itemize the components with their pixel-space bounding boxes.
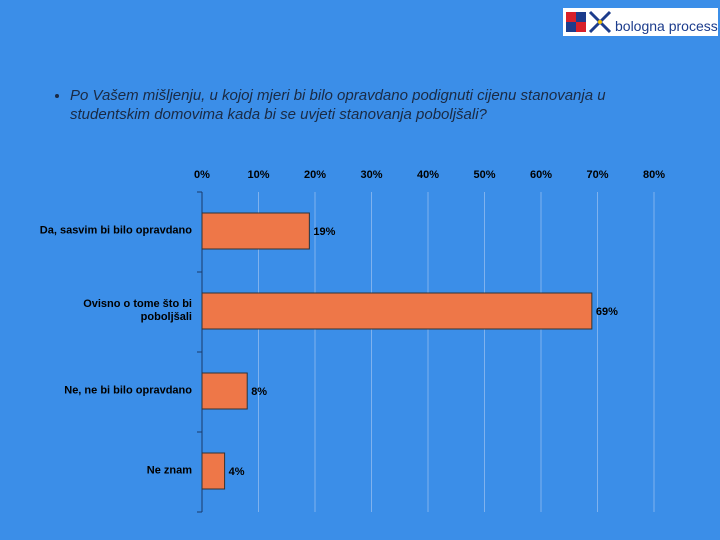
bullet-text: Po Vašem mišljenju, u kojoj mjeri bi bil…	[70, 86, 660, 124]
x-tick-label: 40%	[417, 169, 439, 181]
logo-text: bologna process	[615, 18, 718, 34]
x-tick-label: 20%	[304, 169, 326, 181]
bullet-list: Po Vašem mišljenju, u kojoj mjeri bi bil…	[70, 86, 660, 124]
bar	[201, 372, 248, 410]
data-label: 69%	[596, 306, 618, 318]
x-tick-label: 30%	[360, 169, 382, 181]
bar	[201, 212, 310, 250]
category-label: Da, sasvim bi bilo opravdano	[39, 224, 192, 237]
data-label: 8%	[251, 386, 267, 398]
x-tick-label: 10%	[247, 169, 269, 181]
bar	[201, 292, 593, 330]
x-tick-label: 0%	[194, 169, 210, 181]
category-label: Ne, ne bi bilo opravdano	[64, 384, 192, 397]
category-label: Ne znam	[146, 464, 192, 477]
data-label: 4%	[229, 466, 245, 478]
bar	[201, 452, 226, 490]
x-tick-label: 80%	[643, 169, 665, 181]
x-tick-label: 50%	[473, 169, 495, 181]
logo: bologna process	[563, 8, 718, 36]
x-tick-label: 70%	[586, 169, 608, 181]
category-label: Ovisno o tome što bi poboljšali	[83, 298, 192, 323]
logo-icon	[566, 10, 612, 34]
x-tick-label: 60%	[530, 169, 552, 181]
data-label: 19%	[313, 226, 335, 238]
